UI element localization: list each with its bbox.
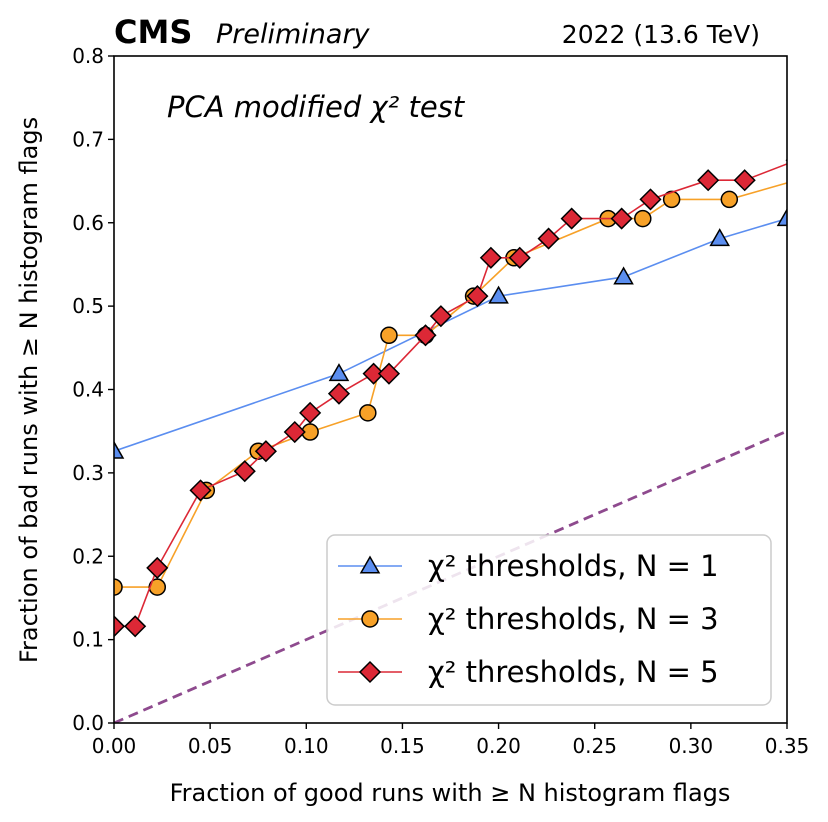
- data-point: [327, 382, 351, 405]
- data-point: [537, 227, 560, 250]
- data-point: [709, 228, 730, 247]
- plot-area: [114, 158, 787, 723]
- data-point: [488, 285, 509, 304]
- data-point: [560, 207, 583, 230]
- series-1: [114, 208, 787, 459]
- x-tick-label: 0.15: [380, 734, 425, 758]
- y-tick-label: 0.0: [72, 711, 104, 735]
- data-point: [697, 169, 720, 192]
- data-point: [359, 404, 377, 422]
- data-point: [114, 615, 126, 638]
- data-point: [662, 190, 681, 209]
- legend: χ² thresholds, N = 1 χ² thresholds, N = 3…: [326, 534, 772, 706]
- x-tick-label: 0.10: [284, 734, 329, 758]
- data-point: [479, 246, 502, 269]
- data-point: [720, 190, 739, 209]
- data-point: [634, 209, 652, 228]
- y-tick-label: 0.1: [72, 628, 104, 652]
- legend-marker: [361, 610, 379, 628]
- data-point: [189, 479, 212, 502]
- data-point: [233, 460, 256, 483]
- data-point: [283, 420, 306, 444]
- legend-entry-3: χ² thresholds, N = 5: [338, 655, 719, 689]
- series-3: [114, 158, 787, 638]
- data-point: [613, 266, 634, 285]
- x-axis: 0.00 0.05 0.10 0.15 0.20 0.25 0.30 0.35: [92, 723, 810, 758]
- data-point: [124, 615, 147, 638]
- x-tick-label: 0.05: [188, 734, 233, 758]
- y-tick-label: 0.8: [72, 44, 104, 68]
- energy-label: 2022 (13.6 TeV): [562, 20, 760, 49]
- status-label: Preliminary: [216, 19, 371, 50]
- y-tick-label: 0.6: [72, 211, 104, 235]
- data-point: [508, 246, 531, 269]
- legend-box: [326, 534, 772, 706]
- y-tick-label: 0.5: [72, 294, 104, 318]
- data-point: [362, 362, 385, 385]
- data-point: [114, 440, 125, 459]
- x-tick-label: 0.20: [476, 734, 521, 758]
- x-tick-label: 0.35: [765, 734, 810, 758]
- test-annotation: PCA modified χ² test: [167, 90, 466, 124]
- y-tick-label: 0.7: [72, 127, 104, 151]
- legend-marker: [358, 660, 382, 684]
- y-tick-label: 0.4: [72, 378, 104, 402]
- data-point: [377, 362, 401, 385]
- legend-label: χ² thresholds, N = 1: [428, 549, 719, 583]
- legend-marker: [359, 555, 381, 574]
- data-point: [639, 188, 662, 211]
- data-point: [776, 208, 787, 227]
- experiment-label: CMS: [114, 13, 192, 51]
- y-axis-label: Fraction of bad runs with ≥ N histogram …: [15, 117, 43, 663]
- x-tick-label: 0.00: [92, 734, 137, 758]
- data-point: [610, 207, 633, 230]
- data-point: [328, 363, 350, 382]
- legend-label: χ² thresholds, N = 5: [428, 655, 719, 689]
- data-point: [429, 305, 452, 328]
- data-point: [146, 556, 169, 579]
- legend-entry-2: χ² thresholds, N = 3: [338, 602, 719, 636]
- data-point: [414, 324, 437, 347]
- x-tick-label: 0.25: [572, 734, 617, 758]
- data-point: [466, 285, 489, 308]
- legend-entry-1: χ² thresholds, N = 1: [338, 549, 719, 583]
- y-tick-label: 0.2: [72, 544, 104, 568]
- y-axis: 0.0 0.1 0.2 0.3 0.4 0.5 0.6 0.7 0.8: [72, 44, 114, 735]
- legend-label: χ² thresholds, N = 3: [428, 602, 719, 636]
- data-point: [299, 401, 322, 424]
- data-point: [114, 578, 123, 596]
- series-line: [114, 217, 787, 452]
- data-point: [733, 169, 756, 192]
- data-point: [380, 326, 398, 345]
- data-point: [254, 440, 277, 463]
- x-axis-label: Fraction of good runs with ≥ N histogram…: [170, 779, 731, 807]
- y-tick-label: 0.3: [72, 461, 104, 485]
- reference-diagonal-line: [114, 429, 787, 723]
- x-tick-label: 0.30: [669, 734, 714, 758]
